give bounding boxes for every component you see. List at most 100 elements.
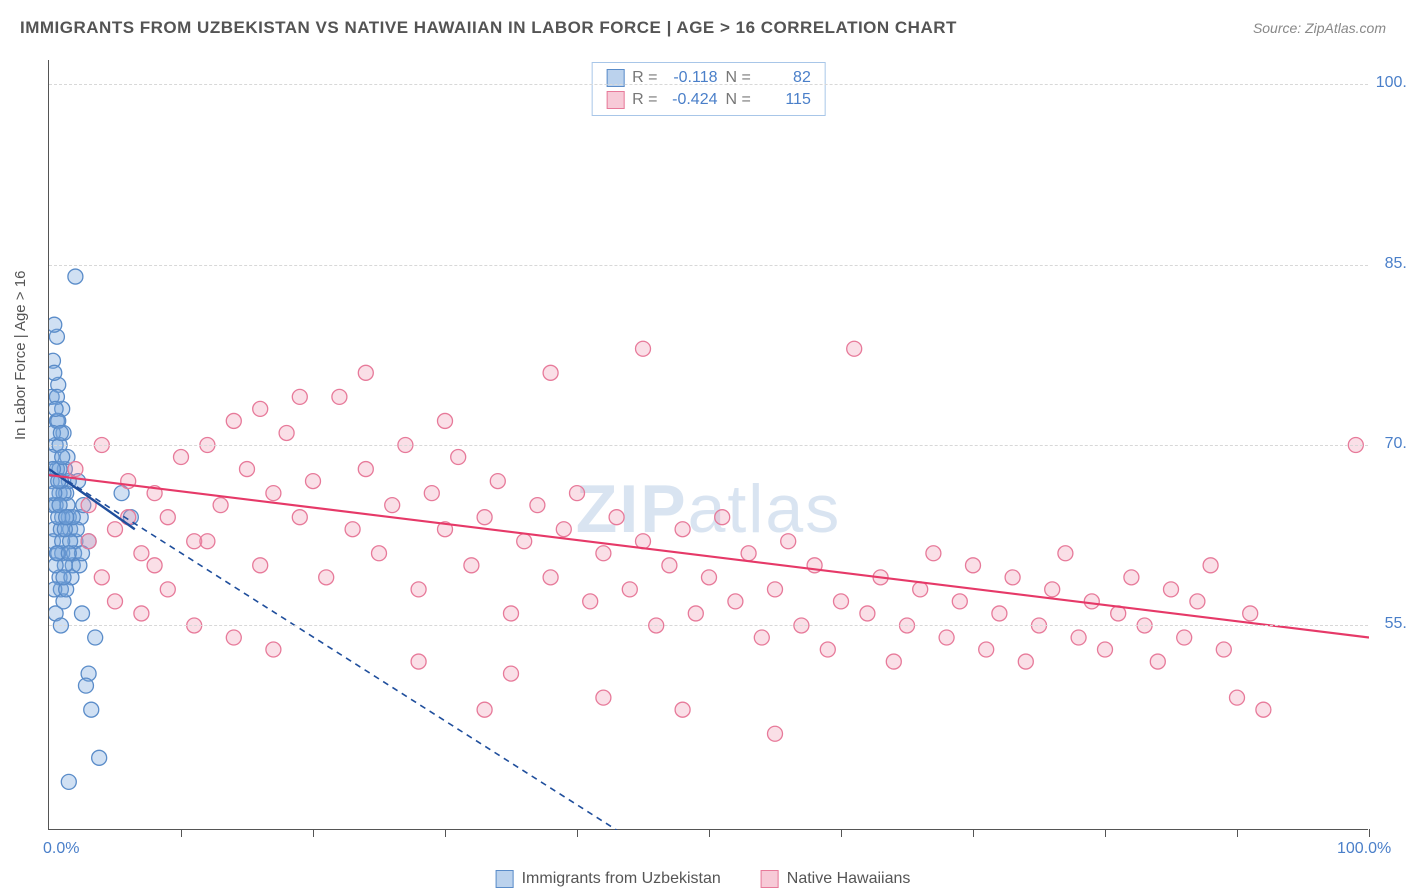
data-point-hawaiian [1098,642,1113,657]
source-credit: Source: ZipAtlas.com [1253,20,1386,36]
data-point-hawaiian [1256,702,1271,717]
data-point-hawaiian [820,642,835,657]
gridline-h [49,265,1368,266]
data-point-hawaiian [358,365,373,380]
data-point-hawaiian [411,582,426,597]
data-point-hawaiian [1164,582,1179,597]
data-point-hawaiian [966,558,981,573]
data-point-hawaiian [174,450,189,465]
gridline-h [49,84,1368,85]
data-point-uzbekistan [88,630,103,645]
regression-line-uzbekistan [49,469,617,830]
data-point-uzbekistan [53,425,68,440]
chart-title: IMMIGRANTS FROM UZBEKISTAN VS NATIVE HAW… [20,18,957,38]
legend-label-hawaiian: Native Hawaiians [787,870,911,888]
data-point-hawaiian [345,522,360,537]
data-point-hawaiian [834,594,849,609]
data-point-hawaiian [477,702,492,717]
data-point-hawaiian [213,498,228,513]
data-point-hawaiian [556,522,571,537]
chart-area: ZIPatlas R = -0.118 N = 82 R = -0.424 N … [48,60,1368,830]
data-point-hawaiian [517,534,532,549]
x-tick [973,829,974,837]
data-point-hawaiian [754,630,769,645]
data-point-hawaiian [385,498,400,513]
data-point-hawaiian [108,522,123,537]
data-point-hawaiian [226,413,241,428]
data-point-uzbekistan [75,606,90,621]
gridline-h [49,625,1368,626]
x-tick [1369,829,1370,837]
data-point-hawaiian [200,534,215,549]
data-point-hawaiian [1150,654,1165,669]
data-point-hawaiian [1230,690,1245,705]
data-point-hawaiian [358,462,373,477]
data-point-hawaiian [490,474,505,489]
data-point-hawaiian [81,534,96,549]
y-tick-label: 70.0% [1385,435,1406,453]
data-point-hawaiian [332,389,347,404]
data-point-hawaiian [292,389,307,404]
data-point-hawaiian [253,401,268,416]
data-point-hawaiian [504,666,519,681]
data-point-hawaiian [1190,594,1205,609]
data-point-hawaiian [411,654,426,669]
data-point-hawaiian [94,570,109,585]
data-point-hawaiian [1203,558,1218,573]
x-tick [313,829,314,837]
data-point-hawaiian [715,510,730,525]
data-point-hawaiian [424,486,439,501]
data-point-uzbekistan [49,401,63,416]
data-point-hawaiian [160,582,175,597]
data-point-hawaiian [741,546,756,561]
data-point-uzbekistan [92,750,107,765]
data-point-hawaiian [1084,594,1099,609]
data-point-hawaiian [609,510,624,525]
data-point-hawaiian [319,570,334,585]
data-point-hawaiian [226,630,241,645]
data-point-hawaiian [979,642,994,657]
data-point-hawaiian [530,498,545,513]
title-bar: IMMIGRANTS FROM UZBEKISTAN VS NATIVE HAW… [20,18,1386,38]
data-point-hawaiian [688,606,703,621]
data-point-hawaiian [768,726,783,741]
swatch-hawaiian [761,870,779,888]
data-point-uzbekistan [61,774,76,789]
data-point-hawaiian [1058,546,1073,561]
data-point-uzbekistan [49,317,62,332]
data-point-hawaiian [1177,630,1192,645]
x-tick-label: 0.0% [43,840,79,858]
data-point-uzbekistan [84,702,99,717]
data-point-hawaiian [253,558,268,573]
data-point-hawaiian [266,486,281,501]
data-point-hawaiian [596,546,611,561]
data-point-hawaiian [1018,654,1033,669]
bottom-legend: Immigrants from Uzbekistan Native Hawaii… [496,870,911,888]
data-point-hawaiian [477,510,492,525]
data-point-uzbekistan [68,269,83,284]
data-point-hawaiian [306,474,321,489]
x-tick [841,829,842,837]
data-point-hawaiian [292,510,307,525]
data-point-hawaiian [1005,570,1020,585]
data-point-hawaiian [134,606,149,621]
y-tick-label: 55.0% [1385,615,1406,633]
legend-item-hawaiian: Native Hawaiians [761,870,911,888]
data-point-hawaiian [279,425,294,440]
data-point-hawaiian [464,558,479,573]
data-point-hawaiian [1124,570,1139,585]
data-point-hawaiian [596,690,611,705]
data-point-hawaiian [768,582,783,597]
y-tick-label: 100.0% [1376,74,1406,92]
y-axis-label: In Labor Force | Age > 16 [12,271,29,440]
data-point-hawaiian [1243,606,1258,621]
data-point-hawaiian [847,341,862,356]
data-point-hawaiian [728,594,743,609]
x-tick [577,829,578,837]
data-point-hawaiian [504,606,519,621]
x-tick [709,829,710,837]
data-point-hawaiian [240,462,255,477]
data-point-hawaiian [1045,582,1060,597]
data-point-hawaiian [939,630,954,645]
x-tick [1105,829,1106,837]
